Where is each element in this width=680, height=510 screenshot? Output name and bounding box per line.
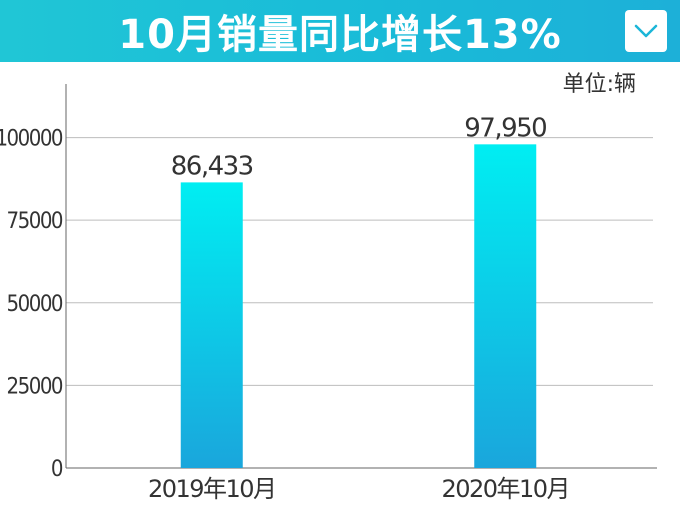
data-label: 97,950 (464, 113, 546, 143)
y-tick-label: 25000 (7, 374, 63, 399)
y-tick-label: 50000 (7, 292, 63, 317)
unit-label: 单位:辆 (562, 72, 636, 97)
page-title: 10月销量同比增长13% (118, 12, 562, 58)
y-tick-label: 0 (51, 457, 63, 482)
dropdown-button[interactable] (625, 10, 667, 52)
y-tick-label: 100000 (0, 127, 63, 152)
data-label: 86,433 (171, 151, 253, 181)
x-tick-label: 2019年10月 (148, 475, 276, 503)
x-tick-label: 2020年10月 (441, 475, 569, 503)
bar (180, 182, 243, 468)
chevron-down-icon (634, 24, 658, 38)
bar (474, 144, 537, 469)
y-tick-label: 75000 (7, 209, 63, 234)
title-bar (0, 0, 680, 62)
